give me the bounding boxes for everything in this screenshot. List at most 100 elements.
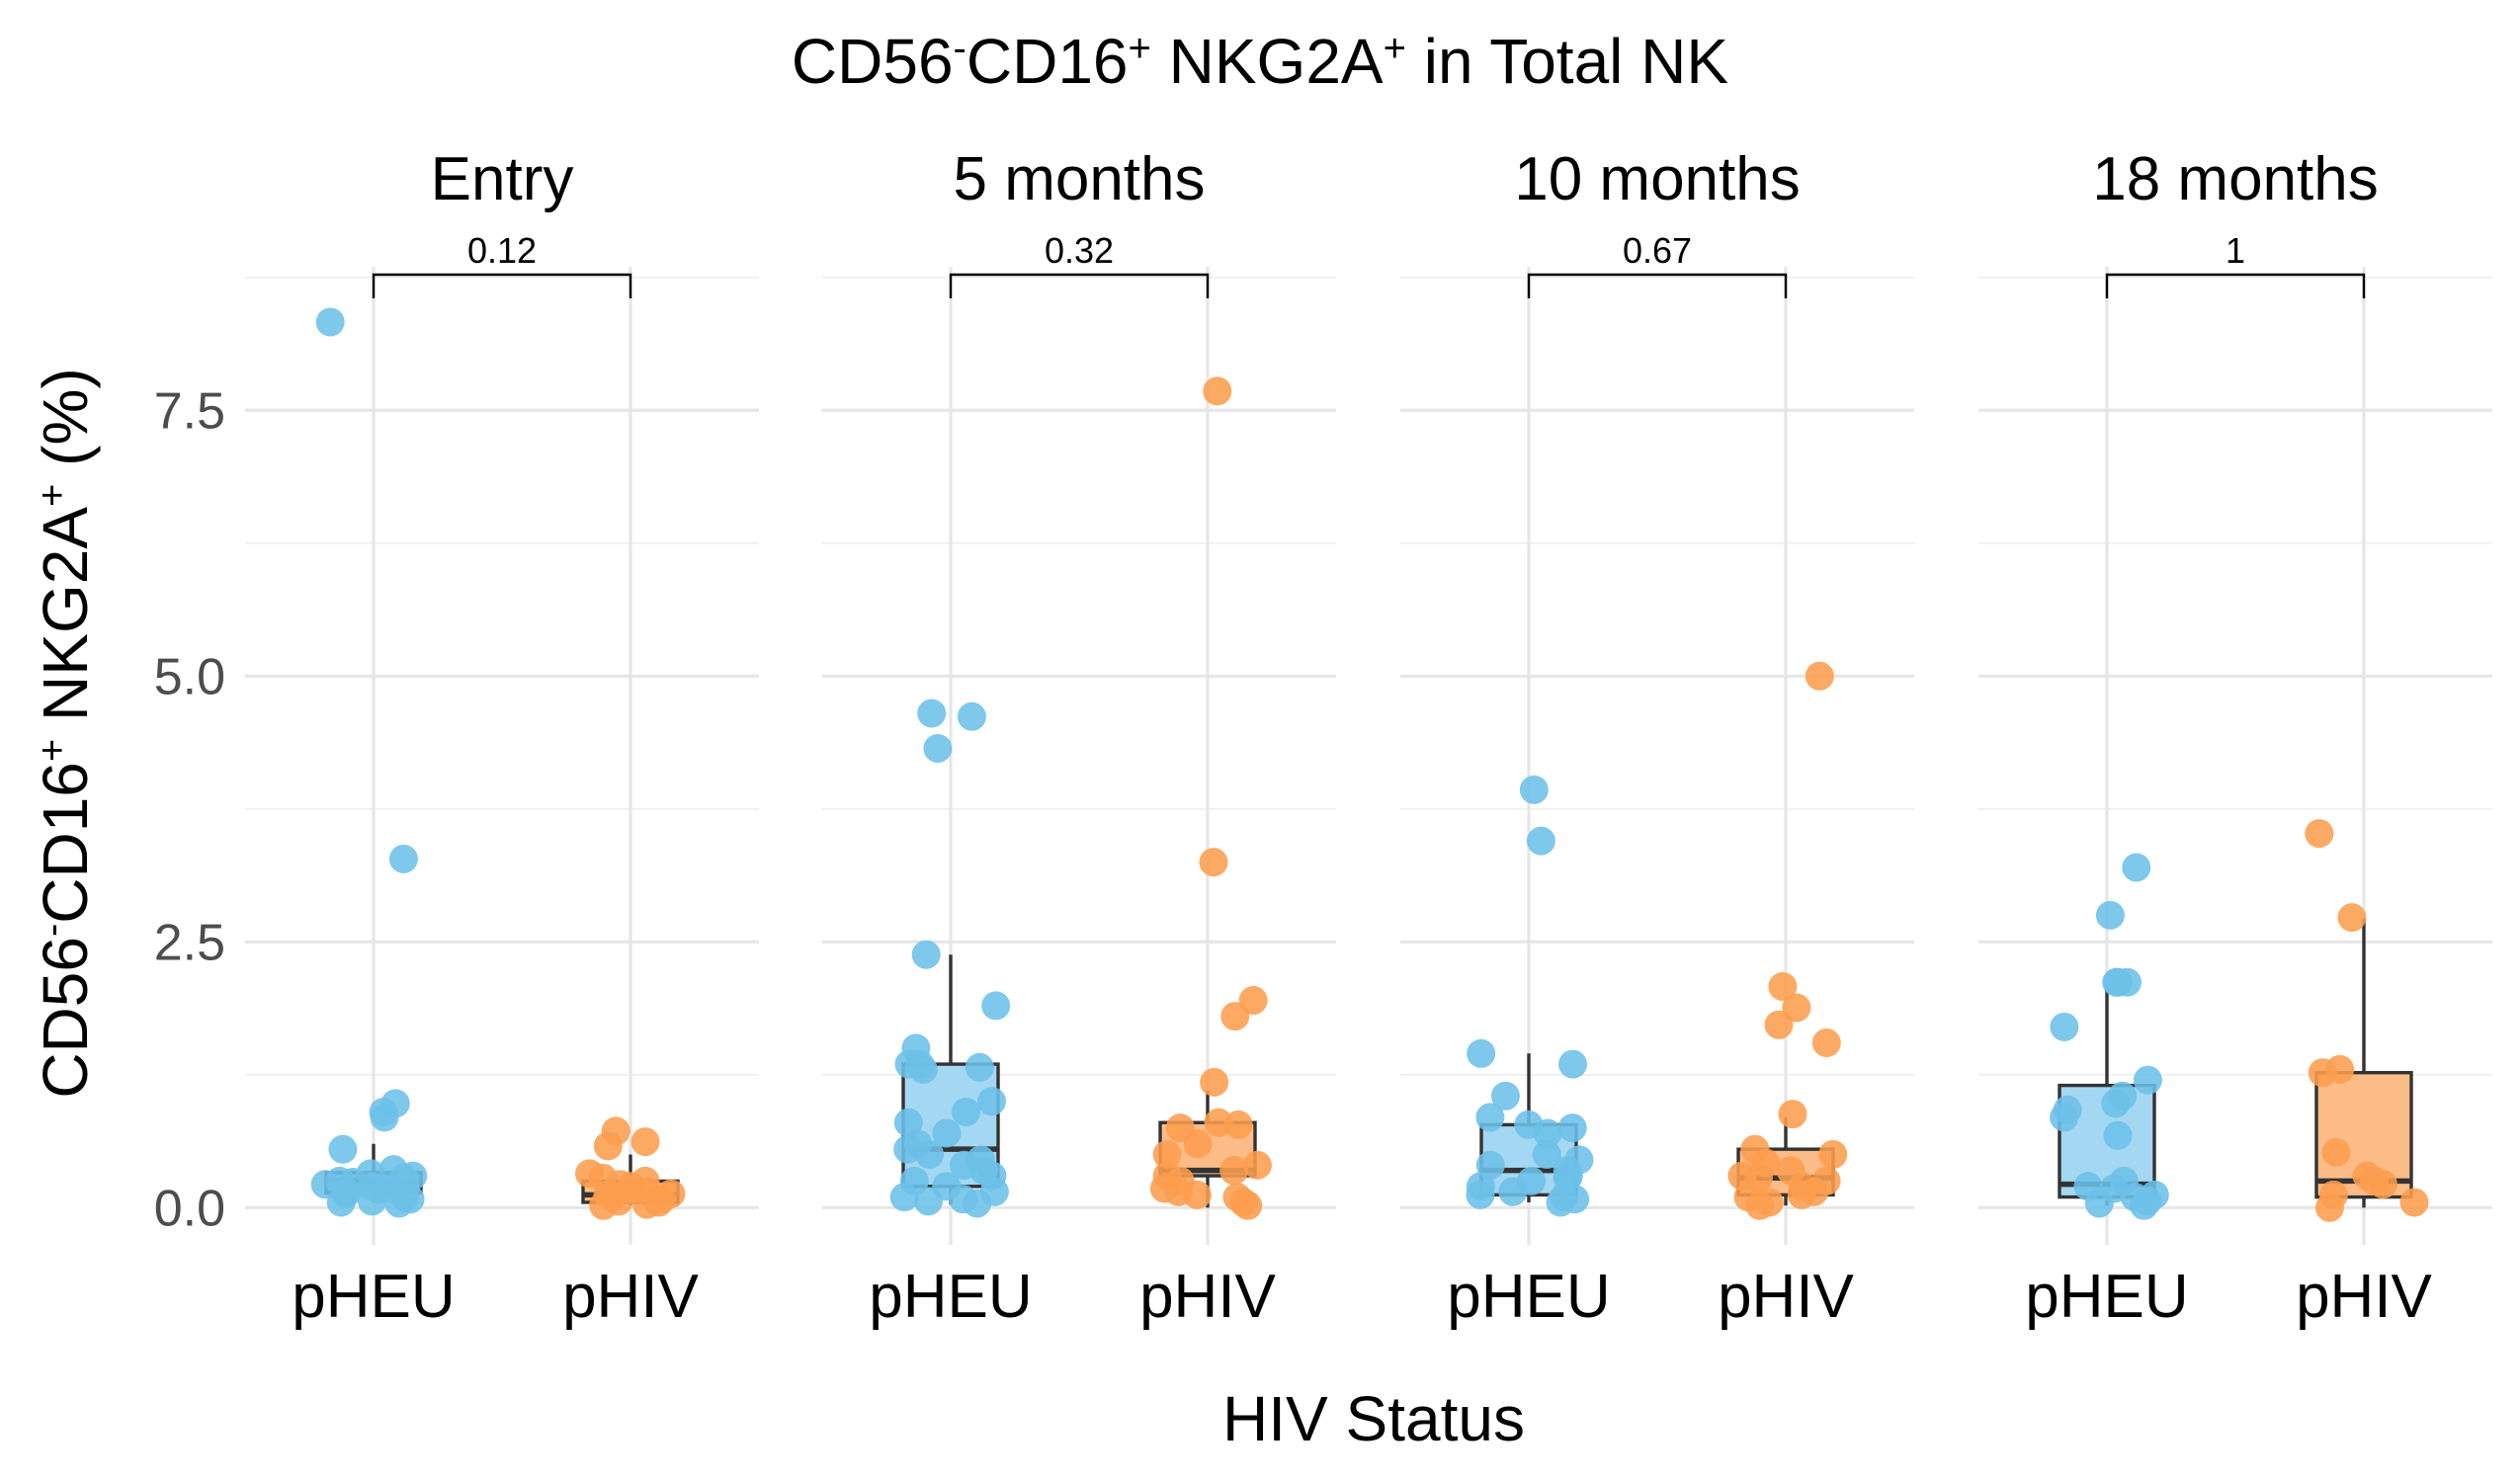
- data-point: [326, 1188, 356, 1217]
- x-tick-label: pHIV: [2296, 1263, 2432, 1331]
- data-point: [2050, 1012, 2079, 1041]
- data-point: [1242, 1150, 1272, 1180]
- p-value-label: 0.67: [1623, 230, 1692, 271]
- data-point: [913, 1187, 943, 1216]
- data-point: [1200, 1067, 1229, 1097]
- data-point: [630, 1127, 660, 1157]
- data-point: [328, 1134, 358, 1164]
- data-point: [889, 1183, 919, 1212]
- data-point: [2368, 1170, 2397, 1199]
- p-value-label: 0.12: [467, 230, 537, 271]
- data-point: [589, 1191, 619, 1220]
- panel-18-months: 18 months 1 pHEU pHIV: [1978, 145, 2492, 1331]
- panel-entry: Entry 0.12 pHEU pHIV: [245, 145, 759, 1331]
- data-point: [1475, 1103, 1505, 1132]
- data-point: [952, 1098, 980, 1126]
- y-tick-label: 2.5: [154, 914, 225, 971]
- data-point: [915, 1140, 945, 1169]
- data-point: [917, 699, 947, 728]
- data-point: [1778, 1100, 1807, 1129]
- data-point: [908, 1054, 938, 1084]
- data-point: [1490, 1081, 1520, 1111]
- data-point: [2314, 1193, 2344, 1222]
- x-tick-label: pHEU: [869, 1263, 1032, 1331]
- data-point: [2084, 1189, 2114, 1218]
- data-point: [1764, 1010, 1794, 1039]
- data-point: [1467, 1038, 1496, 1068]
- data-point: [2103, 967, 2133, 997]
- data-point: [1466, 1180, 1495, 1209]
- significance-bracket: [1527, 273, 1788, 298]
- data-point: [1557, 1113, 1587, 1143]
- x-tick-label: pHEU: [2025, 1263, 2188, 1331]
- data-point: [2103, 1120, 2133, 1150]
- x-tick-label: pHIV: [1718, 1263, 1854, 1331]
- data-point: [1745, 1191, 1775, 1220]
- panel-10-months: 10 months 0.67 pHEU pHIV: [1400, 145, 1914, 1331]
- p-value-label: 0.32: [1045, 230, 1114, 271]
- data-point: [1768, 972, 1798, 1001]
- significance-bracket: [949, 273, 1210, 298]
- panel-label: Entry: [431, 145, 574, 213]
- data-point: [2133, 1065, 2162, 1095]
- data-point: [911, 940, 941, 969]
- y-tick-label: 7.5: [154, 382, 225, 440]
- y-tick-label: 0.0: [154, 1180, 225, 1237]
- data-point: [384, 1189, 414, 1218]
- x-tick-label: pHEU: [1447, 1263, 1610, 1331]
- data-point: [923, 734, 953, 763]
- data-point: [1546, 1188, 1575, 1217]
- p-value-label: 1: [2226, 230, 2245, 271]
- data-point: [2095, 900, 2125, 930]
- data-point: [593, 1131, 623, 1161]
- panel-label: 18 months: [2092, 145, 2379, 213]
- data-point: [1558, 1049, 1587, 1079]
- data-point: [1533, 1118, 1562, 1148]
- data-point: [932, 1118, 962, 1148]
- data-point: [370, 1103, 399, 1132]
- data-point: [2305, 819, 2334, 849]
- data-point: [2050, 1103, 2079, 1132]
- x-tick-label: pHEU: [292, 1263, 455, 1331]
- data-point: [2308, 1058, 2337, 1088]
- data-point: [1811, 1029, 1841, 1057]
- data-point: [977, 1087, 1006, 1116]
- data-point: [1203, 376, 1232, 406]
- panel-5-months: 5 months 0.32 pHEU pHIV: [822, 145, 1336, 1331]
- data-point: [2101, 1089, 2131, 1118]
- significance-bracket: [2105, 273, 2366, 298]
- data-point: [963, 1189, 992, 1218]
- data-point: [957, 701, 986, 731]
- data-point: [2321, 1137, 2351, 1167]
- data-point: [1519, 775, 1549, 804]
- data-point: [965, 1052, 994, 1082]
- data-point: [2337, 903, 2367, 933]
- panel-label: 5 months: [953, 145, 1205, 213]
- chart-title: CD56-CD16+ NKG2A+ in Total NK: [792, 26, 1728, 97]
- data-point: [893, 1134, 923, 1164]
- data-point: [358, 1187, 386, 1216]
- y-tick-label: 5.0: [154, 648, 225, 705]
- significance-bracket: [372, 273, 632, 298]
- data-point: [2130, 1191, 2159, 1220]
- data-point: [388, 844, 418, 873]
- y-axis-title: CD56-CD16+ NKG2A+ (%): [30, 368, 101, 1098]
- panel-label: 10 months: [1514, 145, 1801, 213]
- data-point: [1223, 1110, 1253, 1139]
- data-point: [1182, 1180, 1212, 1209]
- data-point: [2399, 1188, 2429, 1217]
- x-axis-title: HIV Status: [1222, 1383, 1525, 1454]
- data-point: [1233, 1191, 1263, 1220]
- x-tick-label: pHIV: [562, 1263, 699, 1331]
- data-point: [632, 1190, 661, 1219]
- panels: 0.0 2.5 5.0 7.5 Entry 0.12 pHEU pHIV 5 months 0.3…: [154, 145, 2492, 1331]
- data-point: [1532, 1140, 1561, 1169]
- data-point: [315, 307, 345, 337]
- data-point: [1782, 993, 1811, 1023]
- data-point: [1199, 848, 1228, 877]
- data-point: [1787, 1180, 1816, 1209]
- data-point: [1219, 1156, 1249, 1186]
- data-point: [2122, 853, 2151, 882]
- x-tick-label: pHIV: [1139, 1263, 1276, 1331]
